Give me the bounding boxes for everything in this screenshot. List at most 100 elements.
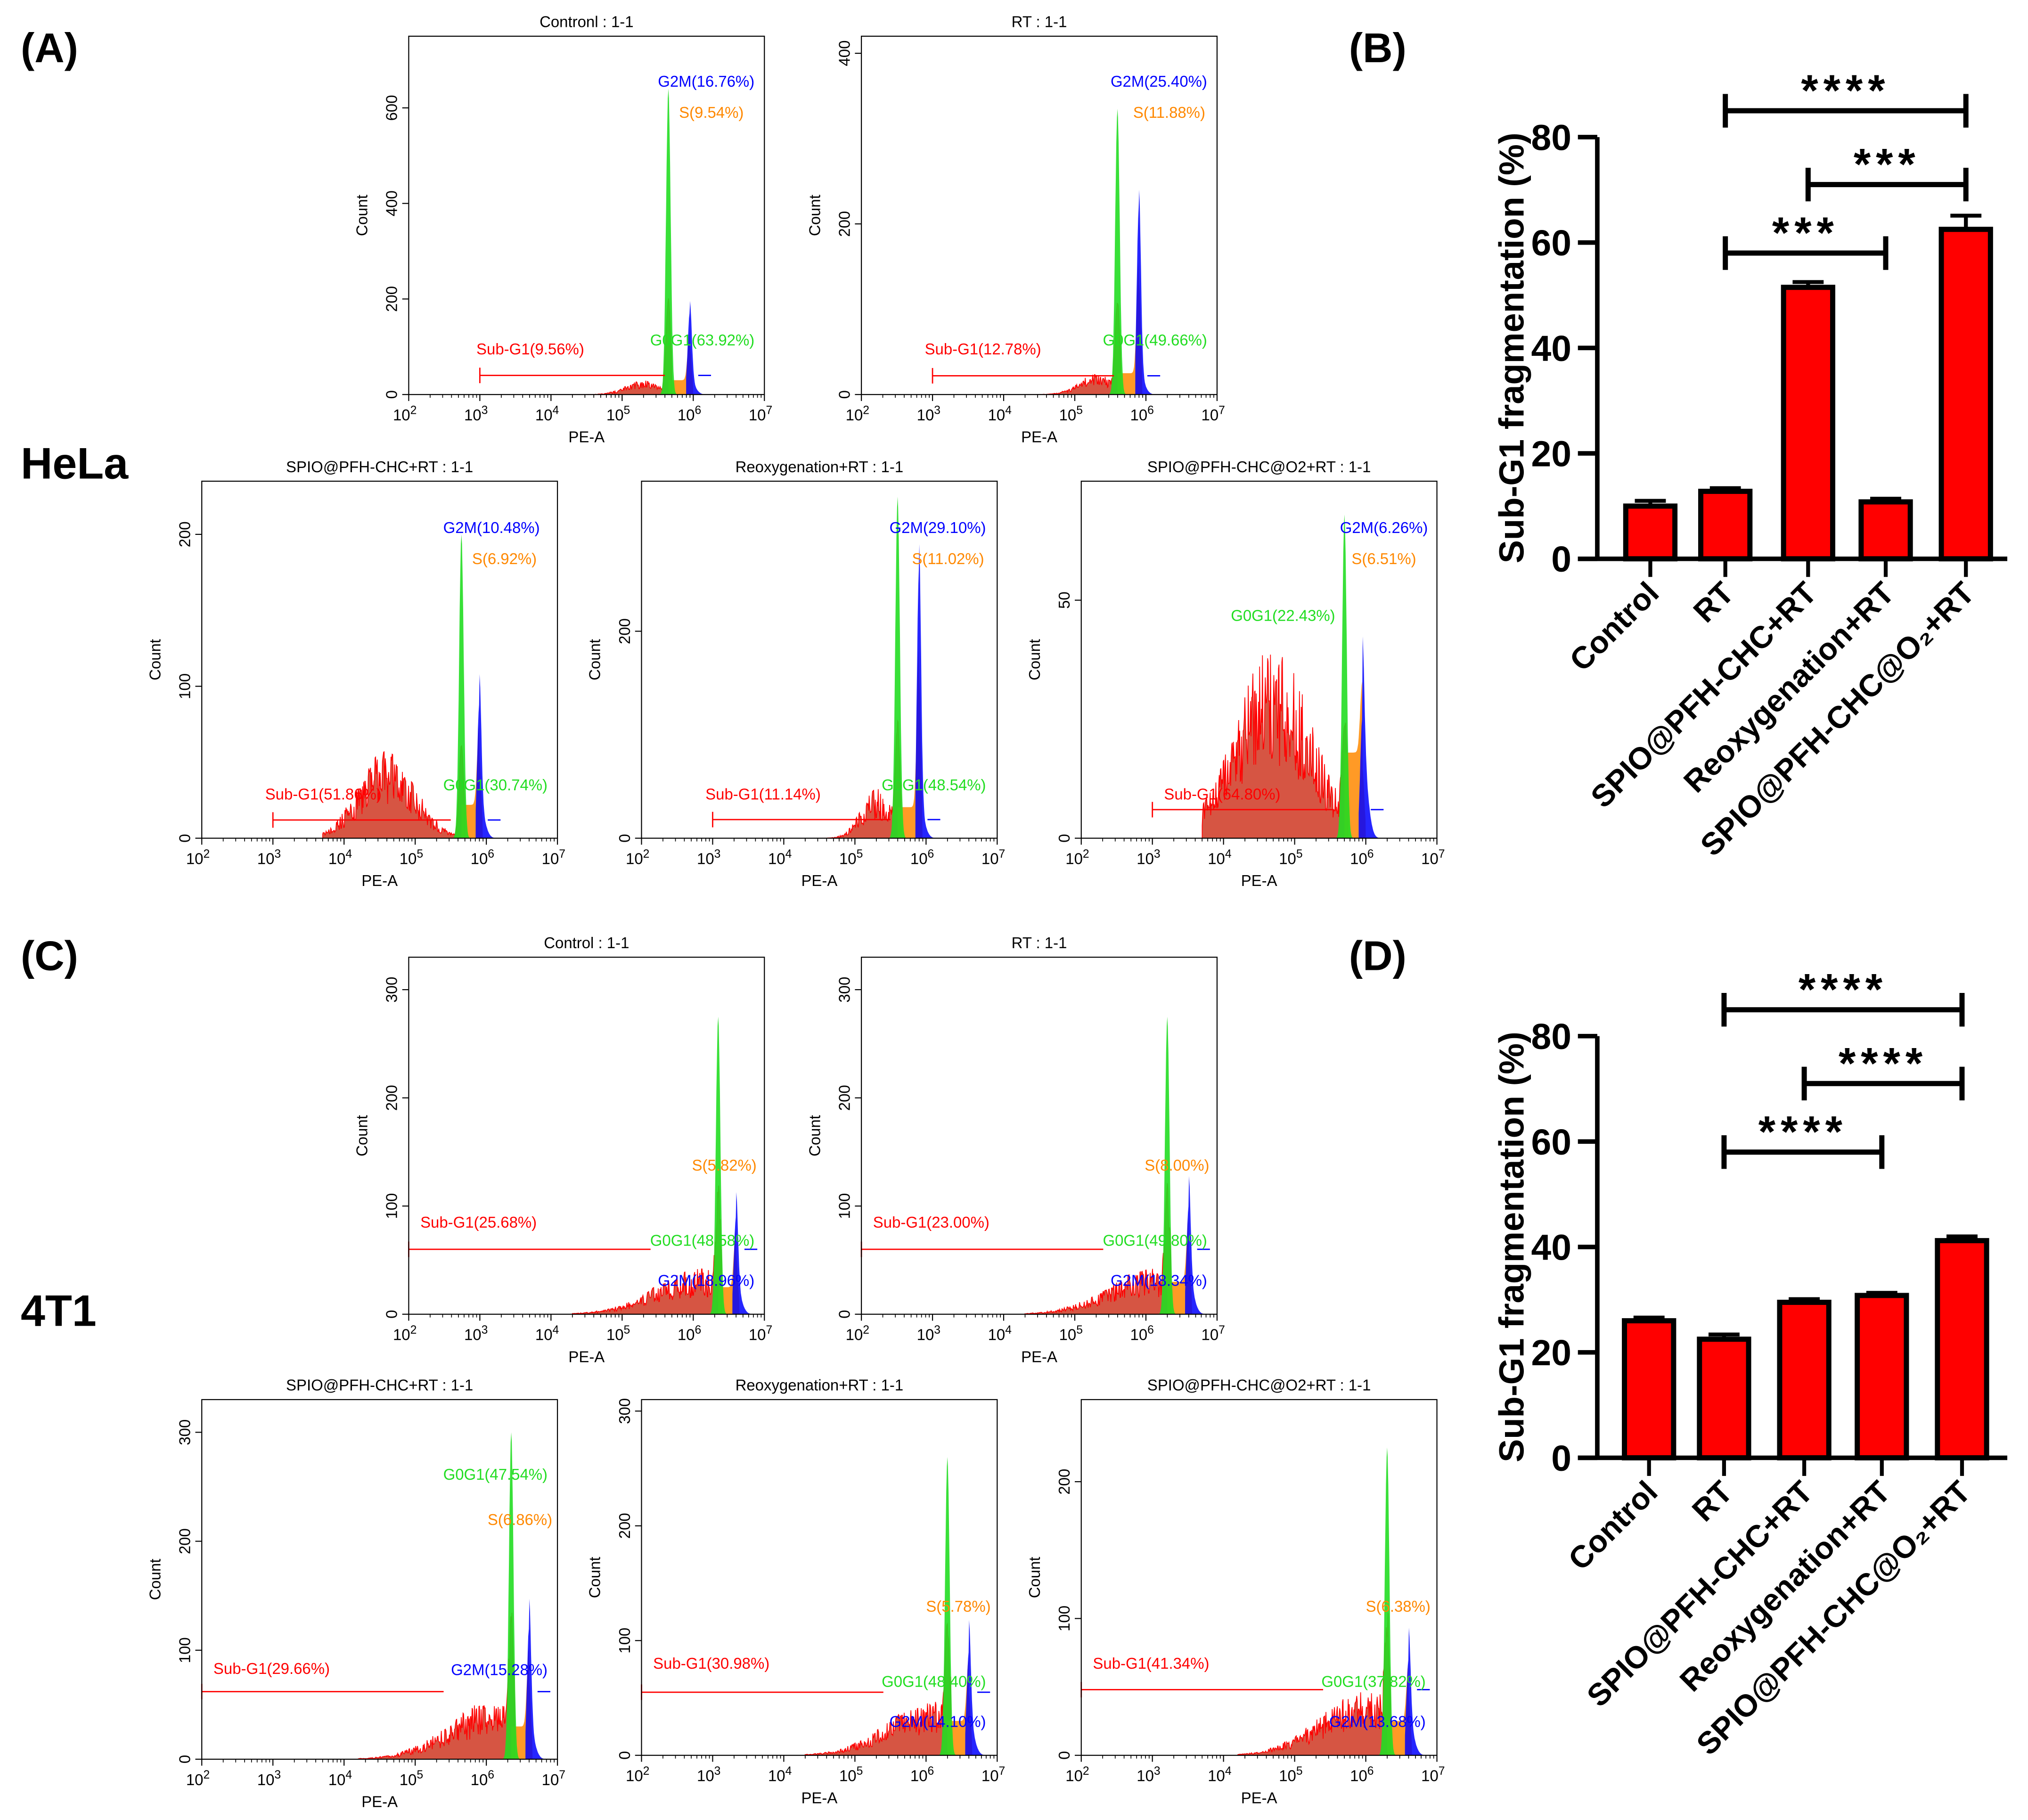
x-tick-label: 105 bbox=[1059, 1324, 1083, 1344]
g2m-area bbox=[1185, 1176, 1207, 1314]
gate-label-blue: G2M(14.10%) bbox=[890, 1713, 986, 1730]
panel-label-a: (A) bbox=[21, 25, 78, 71]
x-tick-label: 104 bbox=[768, 848, 792, 868]
plot-frame bbox=[201, 480, 558, 839]
g2m-area bbox=[965, 1620, 987, 1755]
y-axis-label: Count bbox=[1026, 1557, 1043, 1598]
histogram-title: SPIO@PFH-CHC+RT : 1-1 bbox=[286, 1377, 473, 1394]
gate-label-orange: S(5.78%) bbox=[926, 1598, 990, 1615]
x-axis-label: PE-A bbox=[361, 872, 398, 889]
g0g1-area bbox=[499, 1432, 523, 1759]
gate-label-orange: S(6.92%) bbox=[472, 550, 537, 567]
y-tick-label: 0 bbox=[616, 834, 633, 843]
panel-label-d: (D) bbox=[1349, 933, 1407, 979]
category-label: Control bbox=[1562, 575, 1665, 678]
y-axis-label: Count bbox=[806, 1115, 823, 1156]
category-label: RT bbox=[1685, 1474, 1739, 1528]
y-tick-label: 100 bbox=[1055, 1606, 1073, 1631]
x-tick-label: 107 bbox=[981, 1765, 1005, 1785]
y-tick-label: 80 bbox=[1531, 1017, 1571, 1057]
x-tick-label: 102 bbox=[393, 1324, 417, 1344]
y-tick-label: 200 bbox=[616, 618, 633, 644]
y-axis-label: Sub-G1 fragmentation (%) bbox=[1492, 1032, 1531, 1462]
x-tick-label: 102 bbox=[1065, 848, 1089, 868]
gate-label-red: Sub-G1(9.56%) bbox=[476, 340, 584, 358]
x-tick-label: 106 bbox=[910, 1765, 934, 1785]
plot-frame bbox=[1080, 480, 1438, 839]
y-tick-label: 0 bbox=[835, 390, 853, 399]
gate-label-orange: S(6.38%) bbox=[1366, 1598, 1431, 1615]
x-tick-label: 104 bbox=[535, 404, 559, 424]
y-tick-label: 200 bbox=[1055, 1469, 1073, 1495]
x-tick-label: 103 bbox=[257, 1769, 281, 1788]
gate-label-green: G0G1(22.43%) bbox=[1231, 607, 1335, 624]
g2m-area bbox=[475, 674, 497, 838]
gate-label-green: G0G1(49.66%) bbox=[1103, 331, 1207, 349]
sub-g1-area bbox=[572, 1185, 722, 1315]
x-tick-label: 106 bbox=[910, 848, 934, 868]
g2m-area bbox=[1135, 189, 1157, 395]
y-tick-label: 300 bbox=[835, 977, 853, 1003]
plot-frame bbox=[201, 1399, 558, 1760]
x-tick-label: 107 bbox=[542, 848, 565, 868]
y-tick-label: 40 bbox=[1531, 328, 1571, 369]
sub-g1-area bbox=[1024, 1183, 1171, 1315]
x-axis-label: PE-A bbox=[1241, 872, 1277, 889]
y-tick-label: 0 bbox=[1551, 539, 1571, 580]
x-tick-label: 104 bbox=[328, 848, 352, 868]
y-axis-label: Count bbox=[586, 1557, 604, 1598]
x-tick-label: 107 bbox=[749, 1324, 772, 1344]
y-tick-label: 400 bbox=[835, 41, 853, 66]
y-tick-label: 0 bbox=[176, 1755, 194, 1763]
plot-frame bbox=[861, 35, 1218, 395]
y-axis-label: Sub-G1 fragmentation (%) bbox=[1492, 132, 1531, 563]
bar bbox=[1697, 1336, 1751, 1460]
gate-label-red: Sub-G1(51.86%) bbox=[265, 785, 382, 803]
x-tick-label: 103 bbox=[464, 404, 488, 424]
x-tick-label: 106 bbox=[678, 1324, 701, 1344]
gate-label-red: Sub-G1(30.98%) bbox=[653, 1655, 769, 1672]
x-tick-label: 102 bbox=[626, 848, 649, 868]
g0g1-area bbox=[886, 497, 909, 838]
x-tick-label: 105 bbox=[1279, 1765, 1302, 1785]
x-tick-label: 102 bbox=[626, 1765, 649, 1785]
sub-g1-area bbox=[358, 1613, 515, 1760]
x-tick-label: 103 bbox=[697, 848, 720, 868]
gate-label-green: G0G1(49.80%) bbox=[1103, 1231, 1207, 1249]
bar bbox=[1622, 1318, 1676, 1460]
x-axis-label: PE-A bbox=[568, 428, 605, 446]
x-tick-label: 105 bbox=[400, 848, 423, 868]
x-tick-label: 106 bbox=[471, 1769, 494, 1788]
y-tick-label: 400 bbox=[383, 190, 401, 216]
g0g1-area bbox=[1156, 1017, 1179, 1314]
x-tick-label: 107 bbox=[749, 404, 772, 424]
x-tick-label: 105 bbox=[839, 848, 863, 868]
x-tick-label: 106 bbox=[1130, 1324, 1154, 1344]
x-tick-label: 104 bbox=[988, 1324, 1012, 1344]
histogram-title: Control : 1-1 bbox=[544, 934, 629, 951]
plot-frame bbox=[861, 957, 1218, 1315]
gate-label-red: Sub-G1(12.78%) bbox=[925, 340, 1041, 358]
significance-stars: *** bbox=[1772, 208, 1839, 257]
x-axis-label: PE-A bbox=[801, 1789, 837, 1806]
gate-label-green: G0G1(48.54%) bbox=[882, 776, 986, 794]
y-tick-label: 200 bbox=[835, 211, 853, 237]
g0g1-area bbox=[657, 89, 680, 395]
histogram-title: Contronl : 1-1 bbox=[540, 13, 633, 31]
y-tick-label: 100 bbox=[835, 1193, 853, 1219]
y-tick-label: 200 bbox=[616, 1513, 633, 1539]
histogram-7: RT : 1-1 102 103 104 105 106 107 PE-A 0 100 200 300… bbox=[806, 934, 1225, 1365]
histogram-title: Reoxygenation+RT : 1-1 bbox=[736, 1377, 904, 1394]
histogram-title: SPIO@PFH-CHC@O2+RT : 1-1 bbox=[1147, 1377, 1371, 1394]
gate-label-green: G0G1(48.58%) bbox=[650, 1231, 754, 1249]
y-tick-label: 100 bbox=[176, 1637, 194, 1663]
x-tick-label: 105 bbox=[1279, 848, 1302, 868]
panel-label-c: (C) bbox=[21, 933, 78, 979]
y-axis-label: Count bbox=[146, 1559, 164, 1600]
y-tick-label: 100 bbox=[176, 673, 194, 699]
category-label: Control bbox=[1562, 1474, 1664, 1577]
gate-label-blue: G2M(16.76%) bbox=[658, 73, 754, 90]
gate-label-orange: S(6.51%) bbox=[1351, 550, 1416, 567]
x-tick-label: 106 bbox=[471, 848, 494, 868]
